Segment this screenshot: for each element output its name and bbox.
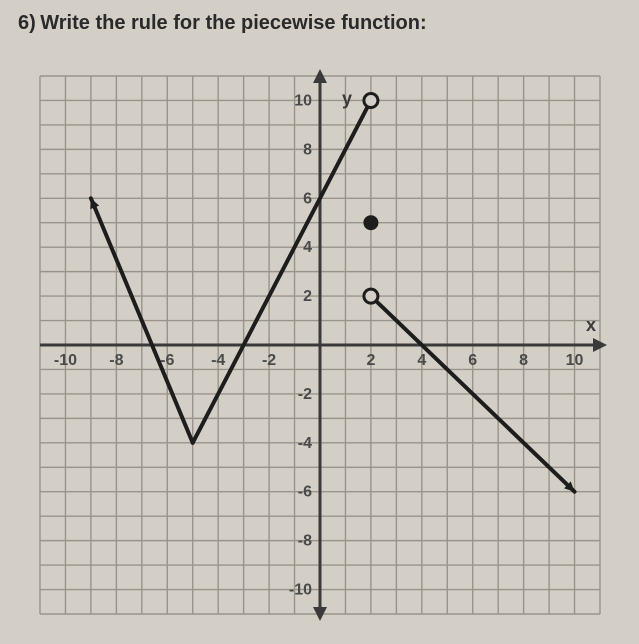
x-tick-label: -4: [211, 352, 225, 369]
closed-point: [364, 216, 378, 230]
y-tick-label: -4: [298, 435, 312, 452]
y-tick-label: -10: [289, 582, 312, 599]
y-tick-label: -2: [298, 386, 312, 403]
y-tick-label: 4: [303, 239, 312, 256]
x-tick-label: 8: [519, 352, 528, 369]
question: 6) Write the rule for the piecewise func…: [18, 12, 427, 35]
x-tick-label: -8: [109, 352, 123, 369]
open-point: [364, 289, 378, 303]
y-tick-label: 6: [303, 190, 312, 207]
x-tick-label: 4: [417, 352, 426, 369]
y-axis-label: y: [342, 88, 352, 108]
y-tick-label: 2: [303, 288, 312, 305]
x-tick-label: -2: [262, 352, 276, 369]
x-tick-label: 2: [366, 352, 375, 369]
x-tick-label: 10: [566, 352, 584, 369]
piecewise-chart: -10-8-6-4-2246810-10-8-6-4-2246810yx: [24, 60, 616, 630]
axes: [40, 69, 607, 621]
x-tick-label: -10: [54, 352, 77, 369]
y-tick-label: 10: [294, 92, 312, 109]
question-text: Write the rule for the piecewise functio…: [40, 12, 426, 34]
open-point: [364, 93, 378, 107]
x-axis-label: x: [586, 315, 596, 335]
x-tick-label: 6: [468, 352, 477, 369]
y-tick-label: -8: [298, 533, 312, 550]
y-tick-label: -6: [298, 484, 312, 501]
question-number: 6): [18, 12, 36, 34]
y-tick-label: 8: [303, 141, 312, 158]
